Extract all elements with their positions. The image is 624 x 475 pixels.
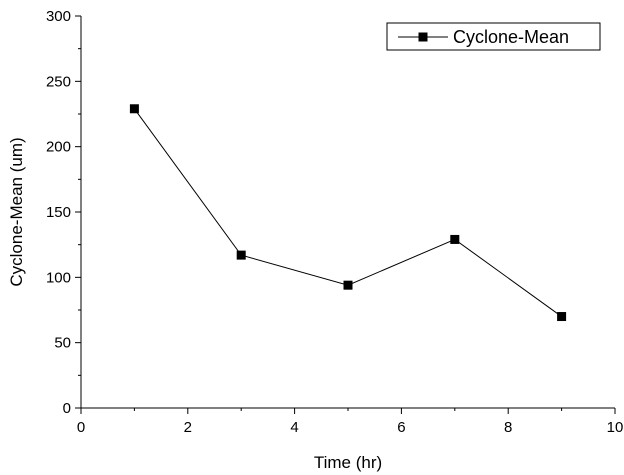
y-axis-title: Cyclone-Mean (um) [7,137,26,286]
x-tick-label: 0 [77,419,85,436]
y-tick-label: 150 [46,204,71,221]
legend-marker [418,32,428,42]
y-tick-label: 250 [46,73,71,90]
x-axis-title: Time (hr) [314,453,382,472]
y-ticks: 0 50 100 150 200 250 300 [46,8,81,417]
y-tick-label: 50 [54,335,71,352]
y-tick-label: 200 [46,139,71,156]
x-tick-label: 4 [290,419,298,436]
y-tick-label: 100 [46,269,71,286]
y-tick-label: 300 [46,8,71,25]
x-tick-label: 6 [397,419,405,436]
x-tick-label: 2 [184,419,192,436]
x-tick-label: 8 [504,419,512,436]
data-point [236,250,246,260]
data-point [450,234,460,244]
series-layer [129,104,567,322]
legend-label: Cyclone-Mean [453,27,569,47]
axes [80,16,615,409]
data-point [129,104,139,114]
data-point [557,312,567,322]
data-point [343,280,353,290]
legend: Cyclone-Mean [386,22,601,51]
x-ticks: 0 2 4 6 8 10 [77,408,624,436]
y-tick-label: 0 [63,400,71,417]
x-tick-label: 10 [607,419,624,436]
